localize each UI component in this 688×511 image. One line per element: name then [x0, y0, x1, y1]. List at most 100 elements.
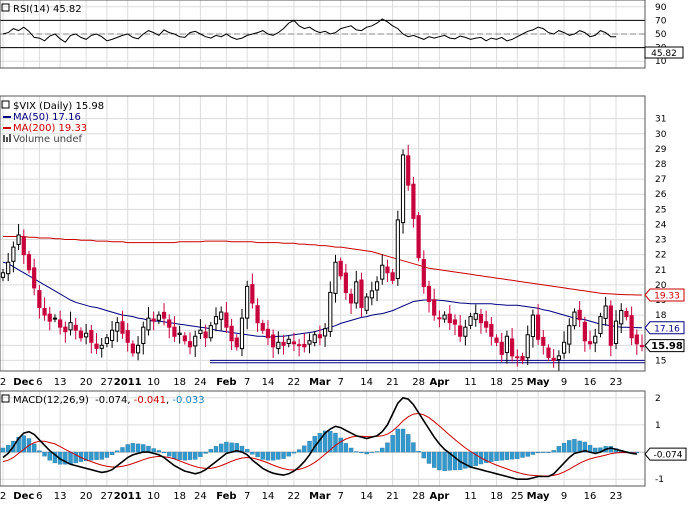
x-tick-label: 21	[386, 377, 399, 388]
candle	[343, 263, 348, 300]
x-tick-label: 23	[610, 377, 623, 388]
macd-histogram-bar	[364, 451, 369, 455]
candle-body	[452, 319, 458, 325]
x-tick-label: 16	[584, 491, 597, 502]
price-panel: 3130292827262524232221201918171615 19.33…	[0, 95, 685, 372]
macd-histogram-bar	[151, 448, 156, 453]
x-tick-label: 7	[337, 491, 343, 502]
x-tick-label: Mar	[309, 377, 331, 388]
candle-body	[187, 341, 193, 348]
macd-histogram-bar	[218, 443, 224, 453]
candle-body	[146, 317, 151, 331]
candle	[535, 304, 541, 345]
macd-histogram-bar	[265, 451, 271, 461]
macd-histogram-bar	[21, 435, 26, 453]
candle	[32, 258, 37, 296]
candle	[364, 293, 369, 315]
x-tick-label: 22	[288, 377, 301, 388]
candle	[208, 321, 213, 342]
macd-histogram-bar	[296, 449, 302, 453]
candle	[6, 252, 11, 282]
candle	[546, 344, 551, 362]
candle-body	[478, 313, 484, 324]
macd-histogram-bar	[250, 451, 255, 455]
macd-histogram-bar	[385, 442, 390, 453]
candle-body	[328, 291, 333, 332]
candle	[567, 318, 572, 354]
macd-histogram-bar	[83, 451, 89, 461]
x-tick-label: 2011	[114, 491, 142, 502]
candle-body	[260, 323, 265, 331]
macd-histogram-bar	[0, 447, 6, 453]
macd-histogram-bar	[520, 451, 525, 458]
macd-histogram-bar	[437, 451, 442, 471]
candle	[52, 314, 58, 323]
candle	[265, 320, 271, 346]
macd-histogram-bar	[483, 451, 489, 463]
x-tick-label: 7	[244, 377, 250, 388]
candle-body	[161, 311, 167, 319]
candle	[411, 176, 416, 228]
macd-histogram-bar	[203, 451, 208, 454]
candle-body	[250, 284, 255, 304]
macd-histogram-bar	[338, 437, 343, 453]
candle	[219, 306, 224, 331]
candle-body	[364, 296, 369, 311]
price-y-tick: 31	[655, 115, 666, 125]
price-y-tick: 26	[655, 190, 667, 200]
candle-body	[510, 338, 515, 357]
x-tick-label: 9	[561, 377, 567, 388]
macd-histogram-bar	[135, 443, 141, 453]
candle	[504, 330, 510, 364]
candle-body	[593, 335, 598, 344]
candle	[26, 250, 32, 274]
macd-y-tick: 1	[655, 421, 661, 431]
price-y-tick: 24	[655, 220, 667, 230]
macd-histogram-bar	[167, 451, 172, 457]
candle-body	[109, 329, 115, 341]
candle-body	[99, 344, 104, 349]
candle	[494, 334, 499, 347]
candle-body	[411, 183, 416, 219]
candle	[125, 323, 130, 352]
macd-legend-sep-1: ,	[127, 395, 133, 406]
candle	[182, 332, 187, 345]
candle-body	[302, 343, 307, 348]
candle-body	[115, 322, 120, 332]
candle-body	[406, 155, 411, 186]
macd-badge	[644, 447, 687, 461]
candle	[146, 307, 151, 336]
candle	[213, 307, 219, 332]
x-tick-label: 20	[80, 491, 93, 502]
macd-legend-macd: -0.074	[95, 395, 127, 406]
x-tick-label: 25	[511, 377, 524, 388]
candle	[312, 330, 317, 347]
macd-histogram-bar	[447, 451, 452, 471]
candle-body	[473, 313, 478, 320]
price-y-tick: 18	[655, 311, 667, 321]
macd-histogram-bar	[426, 451, 432, 464]
macd-histogram-bar	[530, 451, 536, 455]
price-legend-volume: Volume undef	[13, 134, 83, 145]
candle	[437, 310, 442, 328]
candle	[198, 319, 203, 340]
candle-body	[572, 311, 577, 327]
macd-legend-text: MACD(12,26,9) -0.074, -0.041, -0.033	[13, 395, 205, 406]
candle-body	[333, 261, 338, 294]
candle-body	[567, 325, 572, 345]
x-tick-label: 18	[490, 491, 503, 502]
candle	[613, 310, 619, 350]
macd-histogram-bar	[255, 451, 260, 458]
candle-body	[32, 267, 37, 289]
candle-body	[624, 310, 629, 318]
macd-histogram-bar	[380, 447, 385, 453]
candle	[473, 304, 478, 327]
candle-body	[229, 325, 234, 342]
candle-body	[11, 246, 16, 262]
x-tick-label: 13	[54, 491, 67, 502]
x-tick-label: 14	[360, 491, 373, 502]
candle-body	[530, 314, 536, 338]
candle	[229, 318, 234, 350]
x-tick-label: 20	[80, 377, 93, 388]
candle-body	[104, 337, 110, 344]
